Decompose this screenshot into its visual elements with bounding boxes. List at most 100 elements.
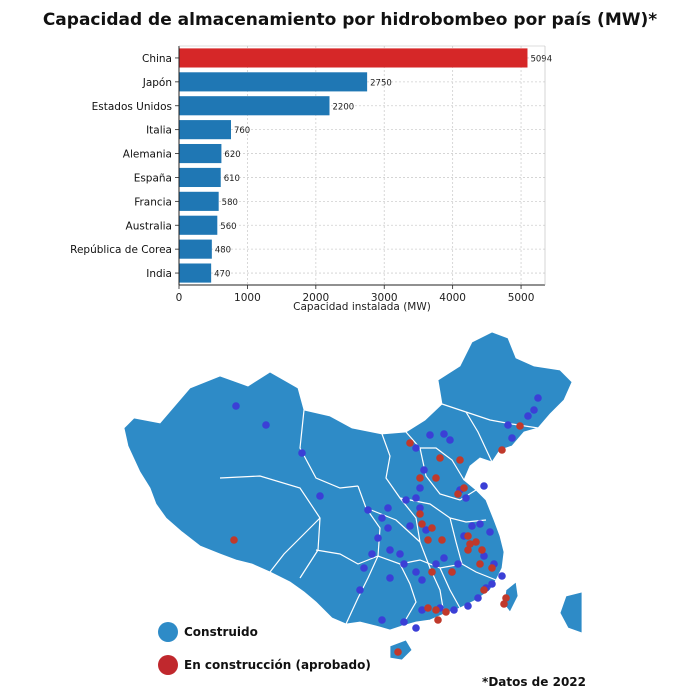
built-plant-marker [368, 550, 376, 558]
data-label: 580 [222, 198, 238, 208]
x-tick-label: 3000 [371, 292, 398, 304]
legend-item-built: Construido [158, 622, 258, 642]
built-plant-marker [400, 560, 408, 568]
built-plant-marker [476, 520, 484, 528]
category-label: Francia [134, 196, 172, 208]
bar [179, 215, 218, 235]
built-plant-marker [386, 546, 394, 554]
data-label: 470 [214, 270, 230, 280]
data-label: 620 [224, 150, 240, 160]
built-plant-marker [378, 514, 386, 522]
built-plant-marker [480, 482, 488, 490]
built-plant-marker [386, 574, 394, 582]
built-plant-marker [498, 572, 506, 580]
built-plant-marker [412, 568, 420, 576]
legend-item-construction: En construcción (aprobado) [158, 655, 371, 675]
built-plant-marker [374, 534, 382, 542]
bar [179, 167, 221, 188]
category-label: Alemania [123, 149, 172, 161]
x-tick-label: 1000 [234, 292, 261, 304]
construction-plant-marker [428, 524, 436, 532]
construction-plant-marker [472, 538, 480, 546]
built-plant-marker [480, 552, 488, 560]
data-label: 560 [220, 222, 236, 232]
built-plant-marker [486, 528, 494, 536]
legend-construction-label: En construcción (aprobado) [184, 658, 371, 672]
category-label: Estados Unidos [92, 101, 172, 113]
legend-built-swatch [158, 622, 178, 642]
china-map [123, 331, 583, 661]
data-label: 2750 [370, 78, 392, 88]
construction-plant-marker [480, 586, 488, 594]
axis-layer: 0 1000 2000 3000 4000 5000 China Japón Estados U… [70, 45, 546, 304]
construction-plant-marker [394, 648, 402, 656]
bar [179, 96, 330, 116]
bar [179, 263, 212, 283]
built-plant-marker [412, 624, 420, 632]
built-plant-marker [426, 431, 434, 439]
built-plant-marker [508, 434, 516, 442]
construction-plant-marker [454, 490, 462, 498]
data-label: 610 [224, 174, 240, 184]
x-tick-label: 0 [176, 292, 183, 304]
built-plant-marker [450, 606, 458, 614]
construction-plant-marker [424, 604, 432, 612]
bar [179, 72, 368, 92]
data-label: 5094 [530, 54, 552, 64]
construction-plant-marker [436, 454, 444, 462]
built-plant-marker [316, 492, 324, 500]
category-label: India [146, 268, 172, 280]
built-plant-marker [416, 504, 424, 512]
built-plant-marker [418, 606, 426, 614]
construction-plant-marker [448, 568, 456, 576]
built-plant-marker [462, 494, 470, 502]
legend-built-label: Construido [184, 625, 258, 639]
construction-plant-marker [464, 532, 472, 540]
x-tick-label: 5000 [508, 292, 535, 304]
construction-plant-marker [498, 446, 506, 454]
construction-plant-marker [476, 560, 484, 568]
built-plant-marker [356, 586, 364, 594]
construction-plant-marker [406, 439, 414, 447]
built-plant-marker [400, 618, 408, 626]
built-plant-marker [440, 554, 448, 562]
built-plant-marker [488, 580, 496, 588]
built-plant-marker [412, 494, 420, 502]
built-plant-marker [440, 430, 448, 438]
built-plant-marker [360, 564, 368, 572]
category-label: España [134, 172, 172, 184]
construction-plant-marker [516, 422, 524, 430]
built-plant-marker [298, 449, 306, 457]
footnote: *Datos de 2022 [482, 675, 586, 689]
construction-plant-marker [438, 536, 446, 544]
category-label: República de Corea [70, 244, 172, 256]
bar [179, 191, 219, 211]
construction-plant-marker [230, 536, 238, 544]
construction-plant-marker [500, 600, 508, 608]
built-plant-marker [412, 444, 420, 452]
built-plant-marker [524, 412, 532, 420]
construction-plant-marker [416, 510, 424, 518]
built-plant-marker [406, 522, 414, 530]
built-plant-marker [396, 550, 404, 558]
data-label: 480 [215, 246, 231, 256]
built-plant-marker [420, 466, 428, 474]
category-label: China [142, 53, 172, 65]
bars-layer: 5094 2750 2200 760 620 610 580 560 480 470 [179, 48, 552, 283]
construction-plant-marker [466, 540, 474, 548]
bar [179, 143, 222, 164]
map-land [123, 331, 583, 661]
built-plant-marker [454, 560, 462, 568]
built-plant-marker [262, 421, 270, 429]
bar-chart: 5094 2750 2200 760 620 610 580 560 480 470 0 1000 2… [70, 45, 552, 313]
construction-plants [230, 422, 524, 656]
construction-plant-marker [432, 606, 440, 614]
chart-title: Capacidad de almacenamiento por hidrobom… [42, 10, 658, 30]
built-plant-marker [384, 504, 392, 512]
built-plant-marker [474, 594, 482, 602]
construction-plant-marker [434, 616, 442, 624]
construction-plant-marker [428, 568, 436, 576]
construction-plant-marker [418, 520, 426, 528]
bar [179, 120, 231, 140]
construction-plant-marker [502, 594, 510, 602]
